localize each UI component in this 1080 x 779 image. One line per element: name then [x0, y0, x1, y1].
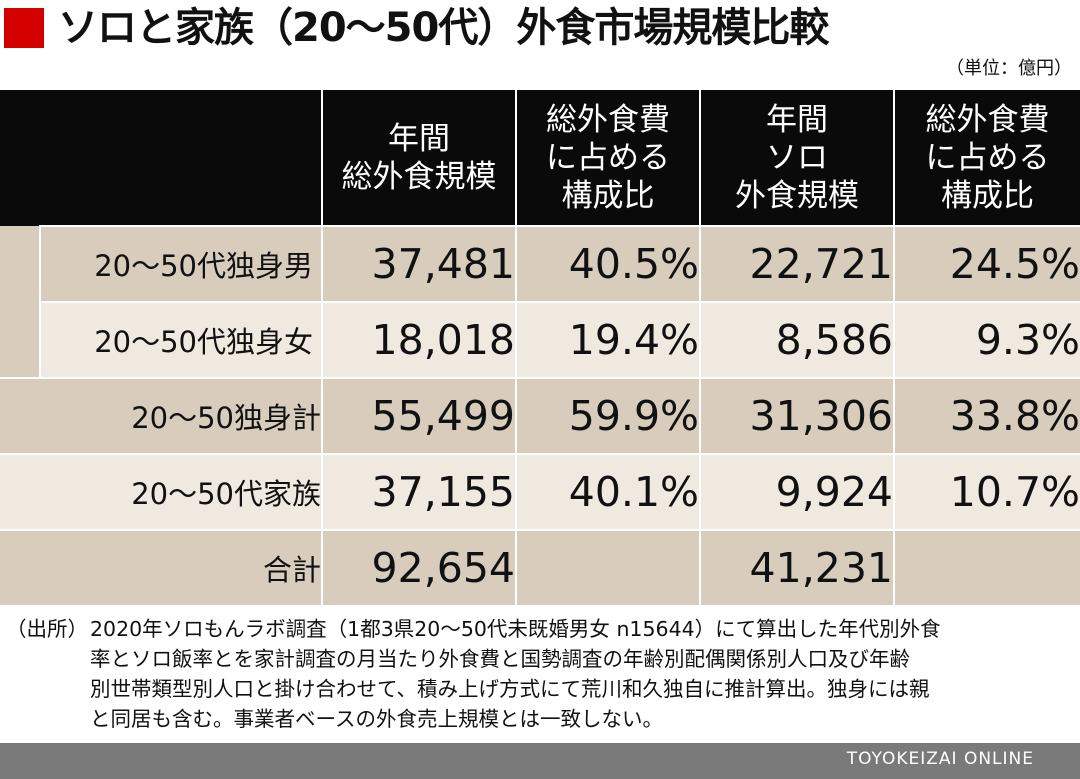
footer-credit: TOYOKEIZAI ONLINE [846, 749, 1034, 769]
note-line: 率とソロ飯率とを家計調査の月当たり外食費と国勢調査の年齢別配偶関係別人口及び年齢 [90, 647, 910, 671]
row-label: 20〜50代家族 [0, 453, 323, 530]
row-label: 20〜50代独身男 [39, 225, 323, 302]
note-line: （出所）2020年ソロもんラボ調査（1都3県20〜50代未既婚男女 n15644… [6, 614, 1076, 644]
header-line: 年間 [766, 101, 828, 138]
row-label: 20〜50代独身女 [39, 301, 323, 378]
header-total-share: 総外食費 に占める 構成比 [516, 90, 701, 226]
unit-label: （単位：億円） [946, 58, 1072, 79]
note-text: 2020年ソロもんラボ調査（1都3県20〜50代未既婚男女 n15644）にて算… [90, 617, 941, 641]
row-label: 合計 [0, 529, 323, 605]
solo-value: 22,721 [700, 225, 895, 302]
header-annual-total: 年間 総外食規模 [322, 90, 517, 226]
page-title: ソロと家族（20〜50代）外食市場規模比較 [58, 5, 829, 51]
solo-share: 10.7% [894, 453, 1080, 530]
total-share: 40.1% [516, 453, 701, 530]
title-marker [4, 8, 44, 48]
solo-share: 33.8% [894, 377, 1080, 454]
total-value: 37,481 [322, 225, 517, 302]
solo-share [894, 529, 1080, 605]
market-size-table: 年間 総外食規模 総外食費 に占める 構成比 年間 ソロ 外食規模 総外食費 に… [0, 90, 1080, 605]
table-row-single-female: 20〜50代独身女 18,018 19.4% 8,586 9.3% [0, 301, 1080, 378]
total-value: 55,499 [322, 377, 517, 454]
header-line: 年間 [388, 120, 450, 157]
table-row-family: 20〜50代家族 37,155 40.1% 9,924 10.7% [0, 453, 1080, 530]
total-share [516, 529, 701, 605]
table-row-single-male: 20〜50代独身男 37,481 40.5% 22,721 24.5% [0, 225, 1080, 378]
header-line: 総外食規模 [341, 158, 497, 195]
solo-value: 41,231 [700, 529, 895, 605]
header-line: 構成比 [941, 177, 1034, 214]
header-line: に占める [925, 139, 1050, 176]
header-line: ソロ [766, 139, 828, 176]
total-share: 40.5% [516, 225, 701, 302]
solo-share: 9.3% [894, 301, 1080, 378]
header-solo-share: 総外食費 に占める 構成比 [894, 90, 1080, 226]
total-share: 19.4% [516, 301, 701, 378]
solo-value: 9,924 [700, 453, 895, 530]
note-line: 別世帯類型別人口と掛け合わせて、積み上げ方式にて荒川和久独自に推計算出。独身には… [90, 677, 930, 701]
source-note: （出所）2020年ソロもんラボ調査（1都3県20〜50代未既婚男女 n15644… [6, 614, 1076, 734]
header-line: 外食規模 [735, 177, 859, 214]
footer-bar: TOYOKEIZAI ONLINE [0, 743, 1080, 779]
solo-value: 31,306 [700, 377, 895, 454]
header-line: 総外食費 [925, 101, 1050, 138]
header-annual-solo: 年間 ソロ 外食規模 [700, 90, 895, 226]
source-label: （出所） [6, 617, 88, 641]
solo-value: 8,586 [700, 301, 895, 378]
header-empty-cell [0, 90, 323, 226]
header-line: 構成比 [561, 177, 655, 214]
total-value: 92,654 [322, 529, 517, 605]
header-line: に占める [546, 139, 670, 176]
total-share: 59.9% [516, 377, 701, 454]
header-line: 総外食費 [546, 101, 670, 138]
table-row-grand-total: 合計 92,654 41,231 [0, 529, 1080, 605]
note-line: と同居も含む。事業者ベースの外食売上規模とは一致しない。 [90, 707, 663, 731]
total-value: 37,155 [322, 453, 517, 530]
indent-bar [0, 226, 41, 378]
solo-share: 24.5% [894, 225, 1080, 302]
row-label: 20〜50独身計 [0, 377, 323, 454]
table-row-single-total: 20〜50独身計 55,499 59.9% 31,306 33.8% [0, 377, 1080, 454]
total-value: 18,018 [322, 301, 517, 378]
table-header-row: 年間 総外食規模 総外食費 に占める 構成比 年間 ソロ 外食規模 総外食費 に… [0, 90, 1080, 226]
